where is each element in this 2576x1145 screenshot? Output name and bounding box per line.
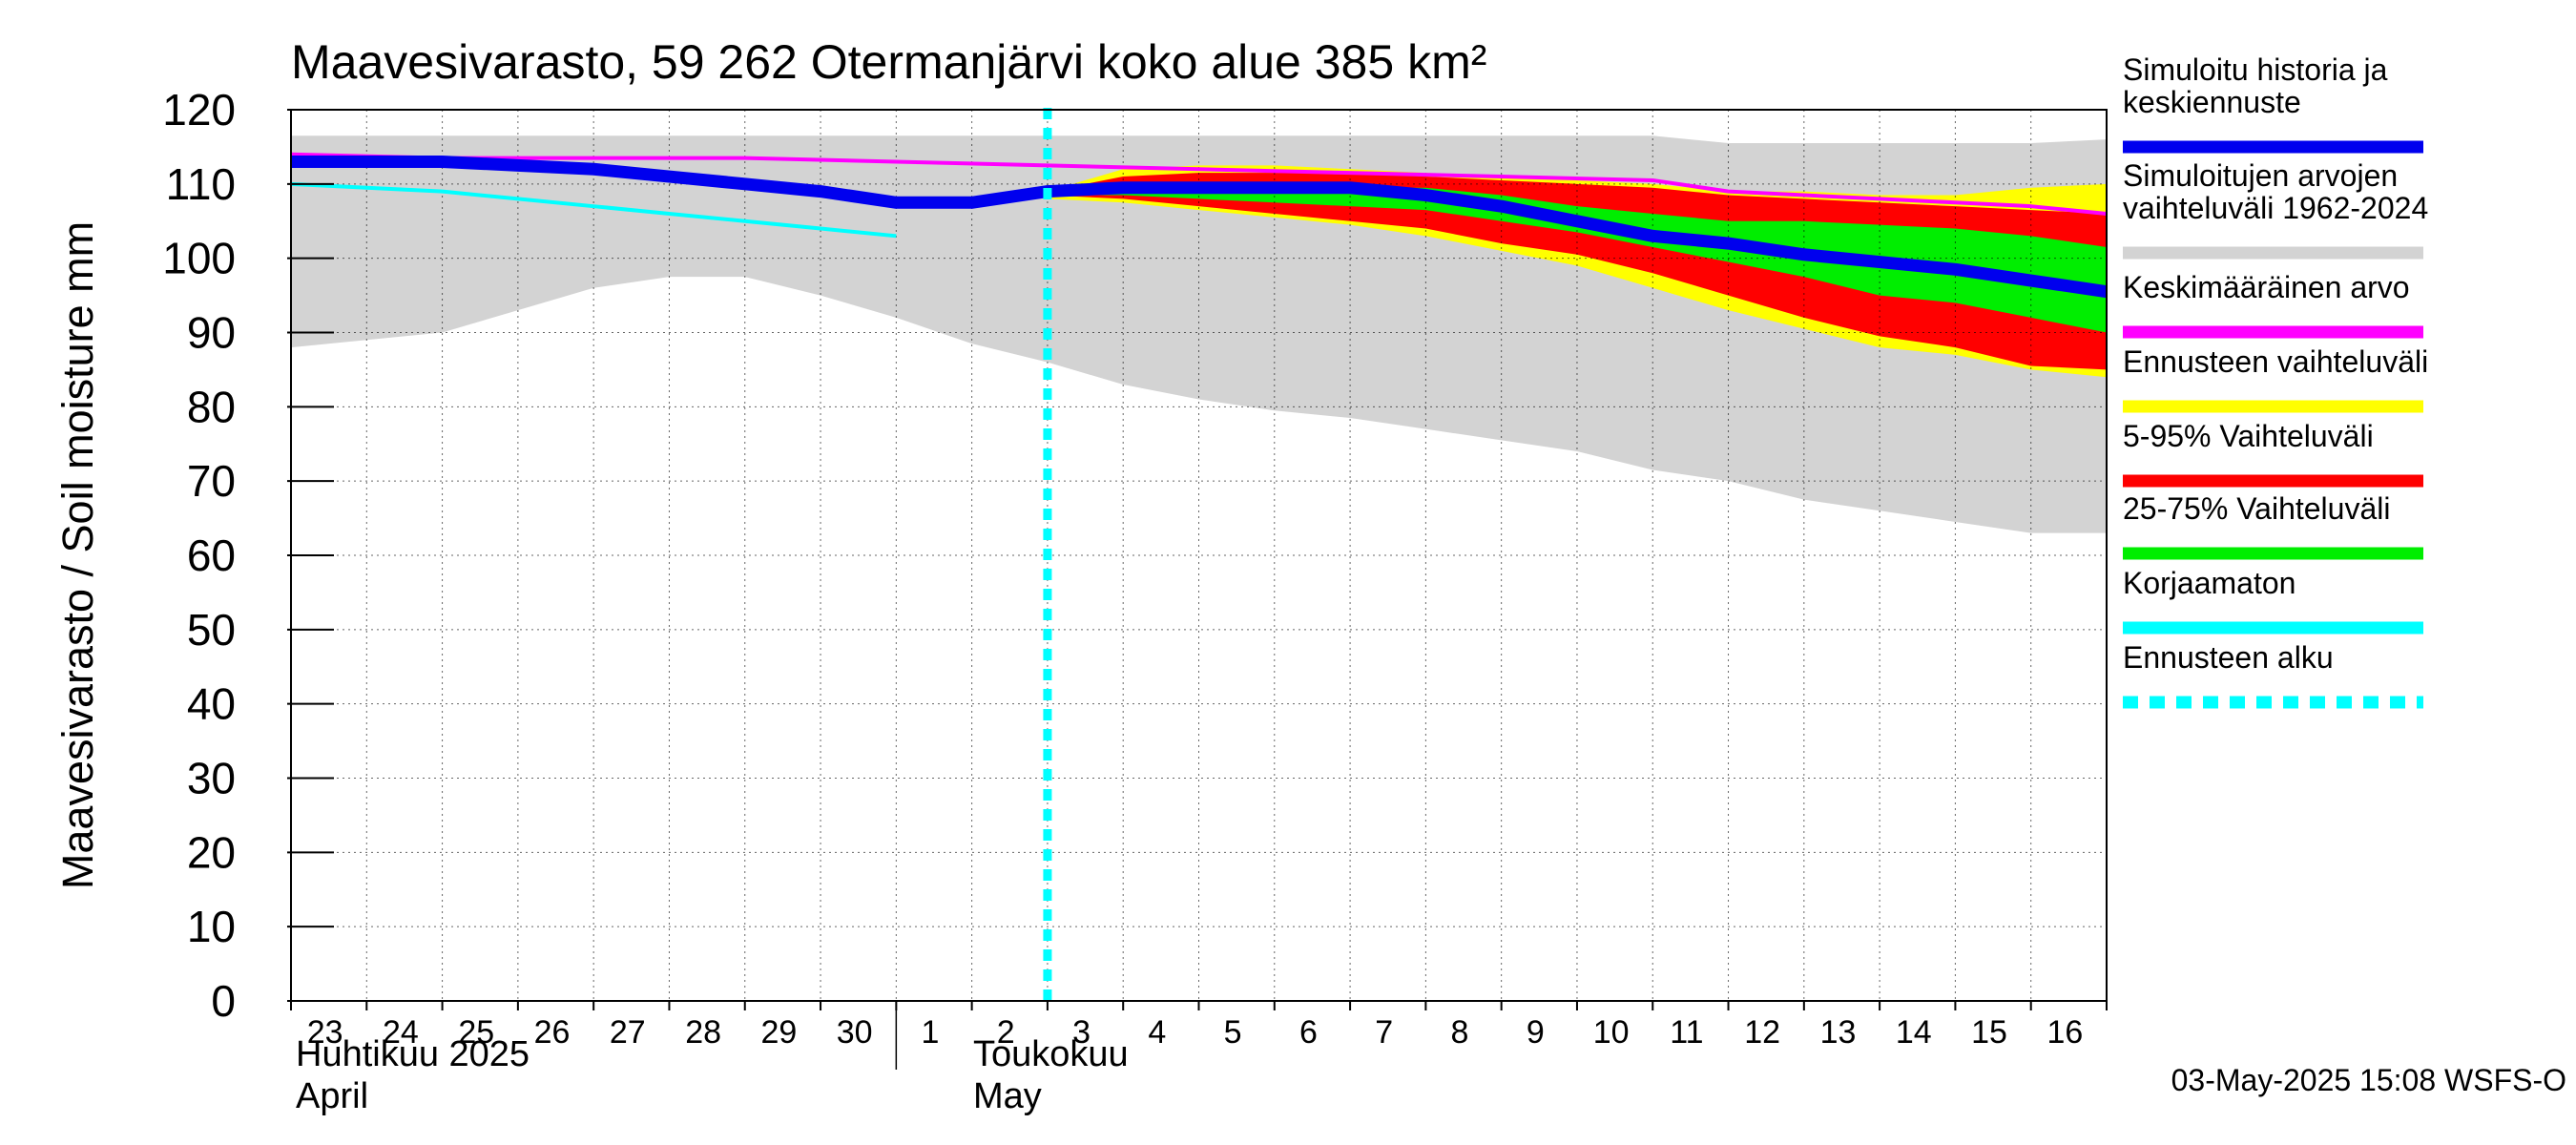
legend-label: Simuloitu historia ja: [2123, 52, 2388, 87]
timestamp-footer: 03-May-2025 15:08 WSFS-O: [2171, 1063, 2566, 1097]
month-label: May: [973, 1076, 1042, 1116]
line-simuloitu-historia-ja-keskiennuste: [291, 155, 2108, 299]
series-lines: [290, 108, 2108, 1001]
legend: Simuloitu historia jakeskiennusteSimuloi…: [2123, 52, 2428, 709]
x-tick-label: 30: [837, 1014, 873, 1051]
month-label: Huhtikuu 2025: [296, 1034, 530, 1074]
legend-label: 5-95% Vaihteluväli: [2123, 419, 2374, 453]
y-tick-label: 0: [211, 976, 236, 1026]
x-tick-label: 9: [1527, 1014, 1545, 1051]
month-label: April: [296, 1076, 368, 1116]
line-keskim-r-inen-arvo: [290, 152, 2108, 216]
legend-label: 25-75% Vaihteluväli: [2123, 491, 2390, 526]
x-tick-label: 6: [1299, 1014, 1318, 1051]
legend-label: Korjaamaton: [2123, 566, 2296, 600]
y-tick-label: 20: [187, 827, 236, 877]
x-tick-label: 12: [1744, 1014, 1780, 1051]
x-tick-label: 10: [1593, 1014, 1630, 1051]
line-korjaamaton: [290, 181, 897, 239]
x-tick-label: 4: [1148, 1014, 1166, 1051]
y-tick-label: 120: [162, 85, 236, 135]
x-tick-label: 28: [685, 1014, 721, 1051]
legend-label: Ennusteen vaihteluväli: [2123, 344, 2428, 379]
y-tick-label: 110: [166, 159, 236, 209]
y-tick-label: 40: [187, 679, 236, 729]
y-tick-label: 30: [187, 754, 236, 803]
y-tick-label: 50: [187, 605, 236, 655]
x-tick-label: 27: [610, 1014, 646, 1051]
legend-label: Simuloitujen arvojen: [2123, 158, 2398, 193]
x-tick-label: 24: [383, 1014, 419, 1051]
month-label: Toukokuu: [973, 1034, 1129, 1074]
legend-item: Ennusteen vaihteluväli: [2123, 344, 2428, 413]
legend-item: Korjaamaton: [2123, 566, 2423, 635]
x-tick-label: 15: [1971, 1014, 2007, 1051]
x-tick-label: 29: [760, 1014, 797, 1051]
y-axis-label: Maavesivarasto / Soil moisture mm: [53, 221, 102, 889]
band-5-95-vaihteluv-li: [1047, 173, 2107, 370]
y-tick-label: 70: [187, 456, 236, 506]
x-tick-label: 11: [1670, 1014, 1703, 1051]
legend-item: 25-75% Vaihteluväli: [2123, 491, 2423, 560]
x-tick-label: 14: [1896, 1014, 1932, 1051]
y-tick-label: 80: [187, 382, 236, 431]
band-25-75-vaihteluv-li: [1047, 187, 2107, 333]
x-tick-label: 13: [1820, 1014, 1857, 1051]
legend-item: 5-95% Vaihteluväli: [2123, 419, 2423, 488]
x-tick-label: 7: [1375, 1014, 1393, 1051]
x-tick-label: 25: [458, 1014, 494, 1051]
chart-title: Maavesivarasto, 59 262 Otermanjärvi koko…: [291, 35, 1486, 89]
x-tick-label: 2: [997, 1014, 1015, 1051]
x-tick-label: 8: [1451, 1014, 1469, 1051]
x-tick-label: 5: [1224, 1014, 1242, 1051]
legend-label: Ennusteen alku: [2123, 640, 2334, 675]
legend-label: vaihteluväli 1962-2024: [2123, 191, 2428, 225]
x-tick-label: 26: [534, 1014, 571, 1051]
x-tick-label: 16: [2046, 1014, 2083, 1051]
legend-item: Ennusteen alku: [2123, 640, 2423, 709]
x-tick-label: 1: [922, 1014, 940, 1051]
y-tick-label: 100: [162, 234, 236, 283]
legend-label: Keskimääräinen arvo: [2123, 270, 2410, 304]
legend-label: keskiennuste: [2123, 85, 2301, 119]
legend-item: Keskimääräinen arvo: [2123, 270, 2423, 339]
x-tick-label: 23: [307, 1014, 343, 1051]
y-tick-label: 10: [187, 902, 236, 951]
y-tick-label: 90: [187, 308, 236, 358]
y-tick-label: 60: [187, 531, 236, 580]
x-tick-label: 3: [1072, 1014, 1091, 1051]
